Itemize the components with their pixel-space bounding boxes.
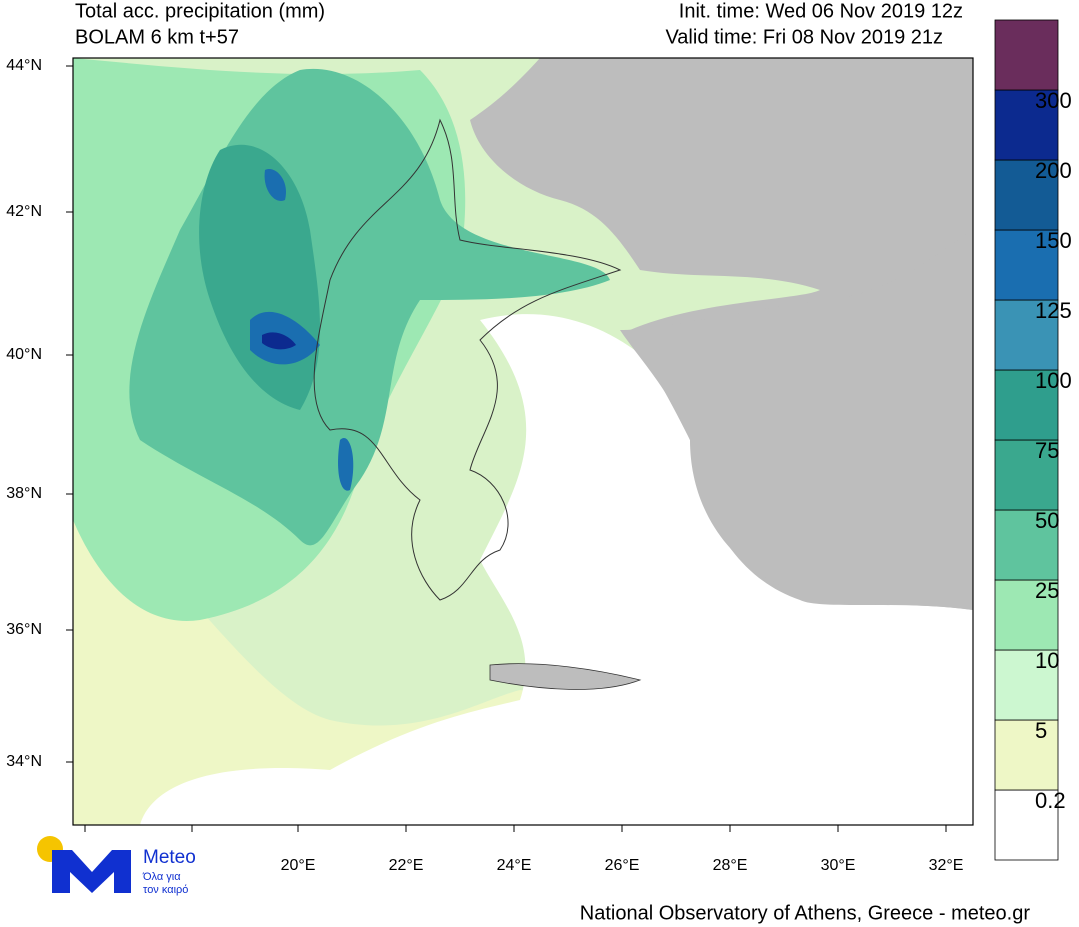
colorbar-swatch (994, 299, 1059, 371)
map (72, 57, 974, 826)
colorbar-swatch (994, 159, 1059, 231)
colorbar-swatch (994, 229, 1059, 301)
lat-label: 38°N (6, 485, 42, 502)
lat-label: 40°N (6, 346, 42, 363)
intense-rain-area (264, 169, 286, 201)
colorbar-swatch (994, 649, 1059, 721)
colorbar-label: 10 (1035, 648, 1059, 673)
lon-label: 24°E (497, 857, 532, 874)
colorbar-label: 125 (1035, 298, 1072, 323)
logo-tagline: τον καιρό (143, 884, 188, 896)
coastline (313, 118, 622, 601)
lon-label: 20°E (281, 857, 316, 874)
title: Total acc. precipitation (mm) (75, 0, 325, 22)
colorbar-swatch (994, 719, 1059, 791)
colorbar-label: 75 (1035, 438, 1059, 463)
dry-area (140, 314, 973, 825)
colorbar-label: 50 (1035, 508, 1059, 533)
map-frame (72, 57, 974, 826)
lat-label: 34°N (6, 753, 42, 770)
colorbar-label: 5 (1035, 718, 1047, 743)
colorbar-label: 0.2 (1035, 788, 1066, 813)
colorbar-label: 25 (1035, 578, 1059, 603)
intense-rain-area (338, 438, 354, 491)
colorbar-label: 300 (1035, 88, 1072, 113)
lon-label: 32°E (929, 857, 964, 874)
colorbar-swatch (994, 439, 1059, 511)
lon-label: 30°E (821, 857, 856, 874)
logo-mark (52, 850, 131, 893)
crete (489, 663, 642, 690)
colorbar-swatch (994, 89, 1059, 161)
logo-name: Meteo (143, 847, 196, 868)
init-time: Init. time: Wed 06 Nov 2019 12z (679, 0, 963, 22)
colorbar-swatch (994, 19, 1059, 91)
colorbar-label: 100 (1035, 368, 1072, 393)
axes: 44°N 42°N 40°N 38°N 36°N 34°N 20°E 22°E 24°E 26°E… (6, 57, 963, 874)
footer: National Observatory of Athens, Greece -… (580, 902, 1031, 924)
lon-label: 28°E (713, 857, 748, 874)
lat-label: 42°N (6, 203, 42, 220)
lat-label: 44°N (6, 57, 42, 74)
valid-time: Valid time: Fri 08 Nov 2019 21z (665, 26, 943, 48)
logo: Meteo Όλα για τον καιρό (37, 836, 196, 896)
colorbar-swatch (994, 369, 1059, 441)
colorbar-label: 150 (1035, 228, 1072, 253)
colorbar-swatch (994, 789, 1059, 861)
lon-label: 26°E (605, 857, 640, 874)
lat-label: 36°N (6, 621, 42, 638)
land-anatolia (620, 230, 973, 610)
colorbar: 0.2 5 10 25 50 75 100 125 150 200 300 (994, 19, 1072, 861)
logo-tagline: Όλα για (142, 871, 181, 883)
colorbar-label: 200 (1035, 158, 1072, 183)
colorbar-swatch (994, 509, 1059, 581)
peak-rain-area (262, 332, 296, 350)
lon-label: 22°E (389, 857, 424, 874)
subtitle: BOLAM 6 km t+57 (75, 26, 239, 48)
